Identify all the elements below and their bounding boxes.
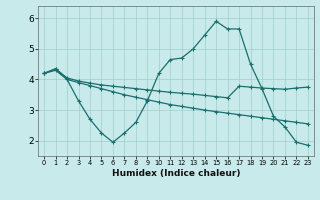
- X-axis label: Humidex (Indice chaleur): Humidex (Indice chaleur): [112, 169, 240, 178]
